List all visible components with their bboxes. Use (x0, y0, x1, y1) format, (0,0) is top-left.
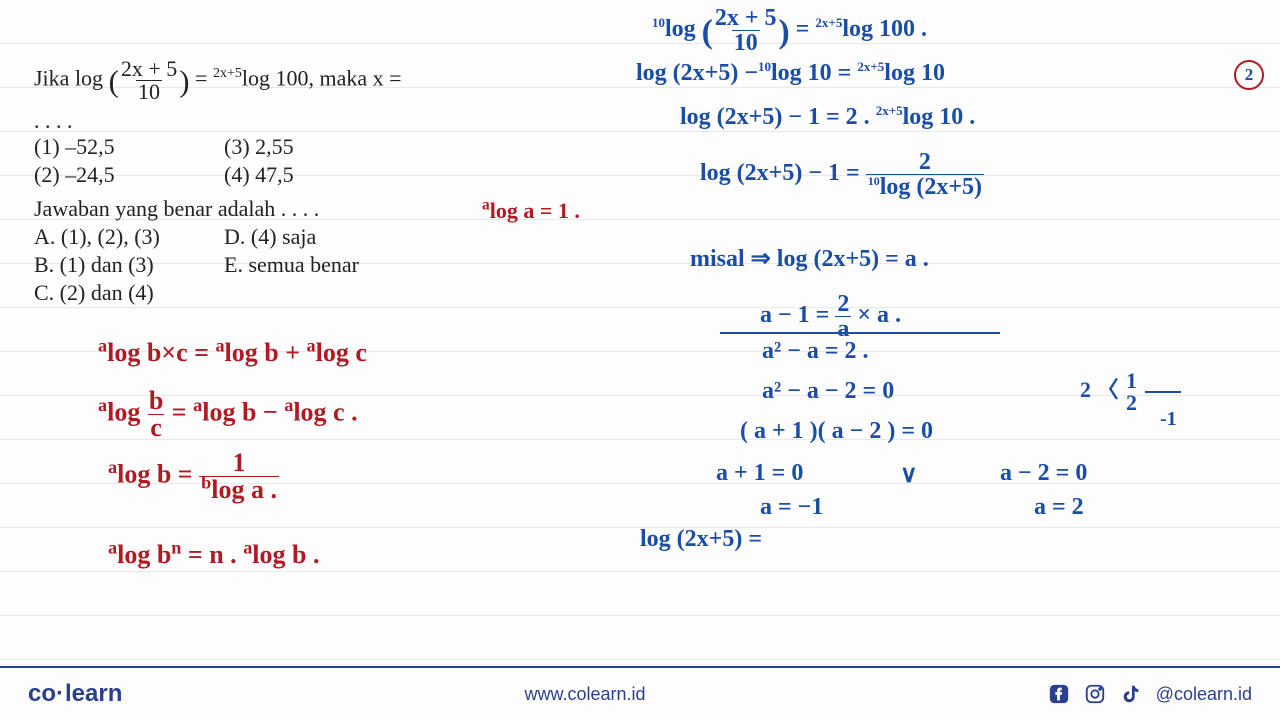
choice-c: C. (2) dan (4) (34, 280, 154, 306)
hw-identity: alog a = 1 . (482, 198, 580, 224)
hw-rule-quotient: alog bc = alog b − alog c . (98, 388, 358, 441)
hw-step-5b: a − 2 = 0 (1000, 460, 1087, 487)
hw-rule-power: alog bn = n . alog b . (108, 540, 319, 570)
footer-url: www.colearn.id (122, 684, 1047, 705)
choice-d: D. (4) saja (224, 224, 316, 250)
instagram-icon (1084, 683, 1106, 705)
choice-b: B. (1) dan (3) (34, 252, 154, 278)
hw-line-4: log (2x+5) − 1 = 210log (2x+5) (700, 150, 984, 199)
hw-step-6a: a = −1 (760, 494, 823, 521)
tiktok-icon (1120, 683, 1142, 705)
hw-step-3: a² − a − 2 = 0 (762, 378, 894, 405)
brand-logo: co·learn (28, 680, 122, 708)
hw-rule-product: alog b×c = alog b + alog c (98, 338, 367, 368)
hw-step-5v: ∨ (900, 460, 918, 489)
answer-lead: Jawaban yang benar adalah . . . . (34, 196, 319, 222)
hw-factor-hint-b: -1 (1160, 408, 1177, 431)
hw-step-2: a² − a = 2 . (762, 338, 869, 365)
ellipsis: . . . . (34, 108, 73, 134)
choice-e: E. semua benar (224, 252, 359, 278)
hw-step-5a: a + 1 = 0 (716, 460, 803, 487)
opt-4: (4) 47,5 (224, 162, 294, 188)
opt-1: (1) –52,5 (34, 134, 115, 160)
footer-social: @colearn.id (1048, 683, 1252, 705)
hw-line-1: 10log (2x + 510) = 2x+5log 100 . (652, 6, 927, 55)
opt-3: (3) 2,55 (224, 134, 294, 160)
hw-hr (720, 332, 1000, 334)
q-fraction: 2x + 5 10 (119, 58, 179, 103)
q-prefix: Jika log (34, 66, 109, 91)
exponent-circle: 2 (1234, 60, 1264, 90)
hw-step-6b: a = 2 (1034, 494, 1084, 521)
footer-bar: co·learn www.colearn.id @colearn.id (0, 666, 1280, 720)
hw-rule-reciprocal: alog b = 1blog a . (108, 450, 279, 503)
hw-step-4: ( a + 1 )( a − 2 ) = 0 (740, 418, 933, 445)
facebook-icon (1048, 683, 1070, 705)
hw-line-2: log (2x+5) −10log 10 = 2x+5log 10 (636, 60, 945, 87)
choice-a: A. (1), (2), (3) (34, 224, 160, 250)
footer-handle: @colearn.id (1156, 684, 1252, 705)
hw-line-3: log (2x+5) − 1 = 2 . 2x+5log 10 . (680, 104, 975, 131)
question-line: Jika log ( 2x + 5 10 ) = 2x+5log 100, ma… (34, 58, 402, 103)
opt-2: (2) –24,5 (34, 162, 115, 188)
hw-misal: misal ⇒ log (2x+5) = a . (690, 244, 929, 273)
hw-step-7: log (2x+5) = (640, 526, 762, 553)
